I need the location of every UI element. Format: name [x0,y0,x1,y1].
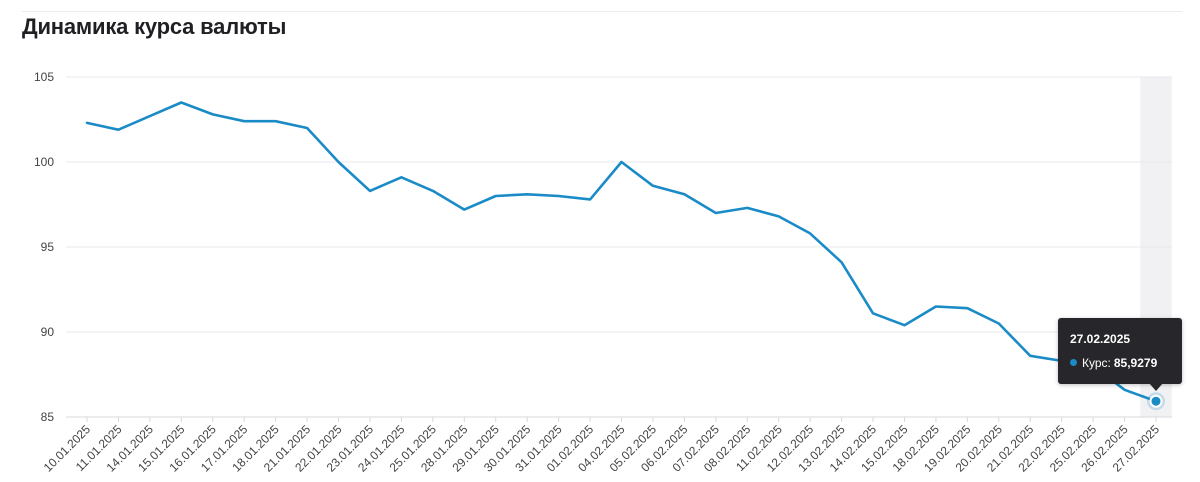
tooltip-label: Курс: [1082,356,1111,370]
tooltip-date: 27.02.2025 [1070,332,1131,346]
chart-title: Динамика курса валюты [22,14,287,39]
y-tick-label: 100 [34,155,54,169]
series-dot-icon [1070,359,1077,366]
tooltip-row: Курс: 85,9279 [1070,356,1157,370]
data-tooltip: 27.02.2025 Курс: 85,9279 [1058,318,1182,384]
y-tick-label: 90 [41,325,55,339]
y-tick-label: 85 [41,410,55,424]
data-point [1149,394,1163,408]
y-tick-label: 95 [41,240,55,254]
tooltip-arrow-icon [1149,383,1163,391]
y-tick-label: 105 [34,70,54,84]
top-divider [22,11,1182,12]
tooltip-value: 85,9279 [1113,356,1158,370]
series-line-kurs [85,101,1158,403]
